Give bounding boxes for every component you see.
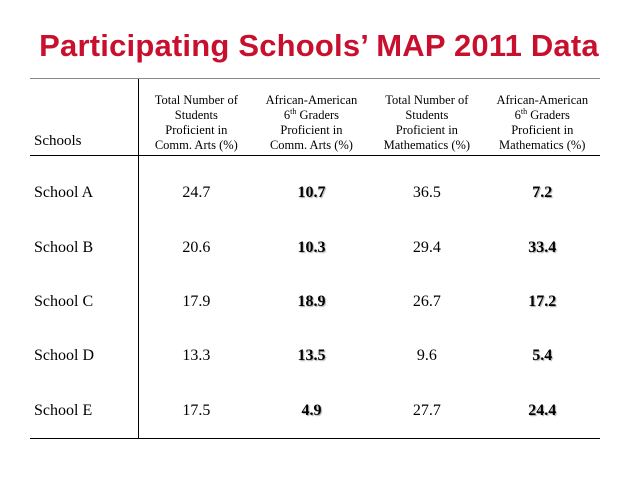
header-line: 6 bbox=[283, 108, 291, 122]
total-comm-arts-value: 17.5 bbox=[138, 383, 254, 439]
title-divider bbox=[30, 78, 600, 79]
header-total-comm-arts: Total Number of Students Proficient in C… bbox=[138, 79, 254, 156]
aa-comm-arts-value: 4.9 bbox=[253, 383, 370, 439]
header-line: 6 bbox=[514, 108, 521, 122]
table-header-row: Schools Total Number of Students Profici… bbox=[30, 79, 600, 156]
aa-math-value: 24.4 bbox=[484, 383, 600, 439]
school-name: School B bbox=[30, 220, 139, 275]
aa-comm-arts-value: 13.5 bbox=[297, 347, 326, 365]
header-line: Mathematics (%) bbox=[499, 138, 586, 152]
total-comm-arts-value: 17.9 bbox=[182, 292, 211, 310]
school-name: School D bbox=[30, 329, 139, 384]
total-math-value: 26.7 bbox=[412, 292, 441, 310]
table-row: School C 17.9 18.9 26.7 17.2 bbox=[30, 274, 600, 330]
total-math-value: 9.6 bbox=[416, 347, 437, 365]
header-line: Proficient in bbox=[165, 123, 228, 137]
total-comm-arts-value: 20.6 bbox=[182, 238, 211, 256]
aa-math-value: 17.2 bbox=[528, 292, 557, 310]
aa-comm-arts-value: 10.7 bbox=[297, 184, 326, 202]
aa-comm-arts-value: 10.3 bbox=[297, 238, 326, 256]
header-line: Proficient in bbox=[511, 123, 574, 137]
header-aa-math: African-American 6th Graders Proficient … bbox=[484, 79, 600, 156]
total-math-value: 27.7 bbox=[369, 383, 485, 439]
header-line: Students bbox=[174, 108, 218, 122]
header-superscript: th bbox=[520, 106, 528, 116]
table-row: School E 17.5 4.9 27.7 24.4 bbox=[30, 383, 600, 439]
school-name: School E bbox=[30, 383, 139, 439]
aa-math-value: 33.4 bbox=[528, 238, 557, 256]
total-comm-arts-value: 13.3 bbox=[182, 347, 211, 365]
header-line: Mathematics (%) bbox=[383, 138, 471, 152]
map-data-table: Schools Total Number of Students Profici… bbox=[30, 79, 600, 439]
header-line: Graders bbox=[296, 108, 340, 122]
table-row: School B 20.6 10.3 29.4 33.4 bbox=[30, 220, 600, 275]
header-line: Graders bbox=[527, 108, 570, 122]
header-line: Students bbox=[405, 108, 449, 122]
total-math-value: 36.5 bbox=[412, 184, 441, 202]
header-schools: Schools bbox=[30, 79, 139, 156]
header-line: Comm. Arts (%) bbox=[154, 138, 238, 152]
header-superscript: th bbox=[290, 106, 297, 116]
header-line: Total Number of bbox=[385, 93, 469, 107]
header-aa-comm-arts: African-American 6th Graders Proficient … bbox=[253, 79, 370, 156]
header-line: African-American bbox=[496, 93, 589, 107]
aa-math-value: 5.4 bbox=[532, 347, 553, 365]
header-line: Total Number of bbox=[154, 93, 238, 107]
header-total-math: Total Number of Students Proficient in M… bbox=[369, 79, 485, 156]
school-name: School C bbox=[30, 274, 139, 330]
header-line: African-American bbox=[265, 93, 358, 107]
header-line: Proficient in bbox=[280, 123, 343, 137]
total-math-value: 29.4 bbox=[412, 238, 441, 256]
table-row: School A 24.7 10.7 36.5 7.2 bbox=[30, 155, 600, 221]
total-comm-arts-value: 24.7 bbox=[182, 184, 211, 202]
school-name: School A bbox=[30, 155, 139, 221]
header-line: Proficient in bbox=[395, 123, 458, 137]
header-line: Comm. Arts (%) bbox=[269, 138, 353, 152]
aa-comm-arts-value: 18.9 bbox=[297, 292, 326, 310]
slide-title: Participating Schools’ MAP 2011 Data bbox=[39, 28, 599, 63]
table-row: School D 13.3 13.5 9.6 5.4 bbox=[30, 329, 600, 384]
aa-math-value: 7.2 bbox=[532, 184, 553, 202]
